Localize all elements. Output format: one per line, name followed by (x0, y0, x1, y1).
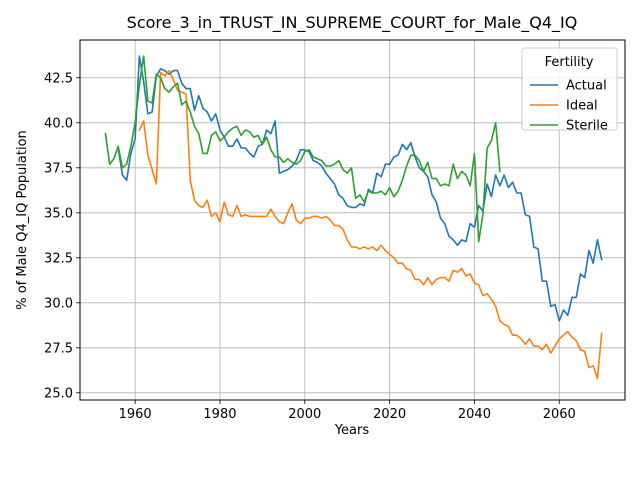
gridlines (80, 40, 625, 400)
y-tick-label: 35.0 (44, 206, 73, 221)
y-tick-label: 32.5 (44, 251, 73, 266)
legend-label-sterile: Sterile (566, 119, 608, 134)
y-tick-label: 42.5 (44, 71, 73, 86)
series-line-sterile (104, 55, 501, 243)
legend: Fertility Actual Ideal Sterile (521, 47, 618, 134)
series-layer (104, 55, 603, 380)
x-tick-label: 2020 (373, 407, 406, 422)
axis-ticks: 1960 1980 2000 2020 2040 2060 25.0 27.5 30.0 32.5… (44, 71, 576, 422)
x-tick-label: 1960 (119, 407, 152, 422)
chart-title: Score_3_in_TRUST_IN_SUPREME_COURT_for_Ma… (127, 13, 578, 33)
legend-title: Fertility (545, 55, 594, 70)
x-tick-label: 2060 (543, 407, 576, 422)
y-tick-label: 25.0 (44, 386, 73, 401)
legend-items: Actual Ideal Sterile (530, 79, 608, 134)
plot-frame (79, 39, 626, 401)
y-tick-label: 40.0 (44, 116, 73, 131)
legend-label-ideal: Ideal (566, 99, 598, 114)
x-tick-label: 2040 (458, 407, 491, 422)
x-tick-label: 1980 (203, 407, 236, 422)
series-line-actual (117, 55, 603, 322)
legend-box (521, 47, 618, 131)
y-tick-label: 37.5 (44, 161, 73, 176)
y-tick-label: 27.5 (44, 341, 73, 356)
y-axis-label: % of Male Q4_IQ Population (15, 130, 30, 310)
x-axis-label: Years (334, 423, 370, 438)
legend-label-actual: Actual (566, 79, 607, 94)
y-tick-label: 30.0 (44, 296, 73, 311)
x-tick-label: 2000 (288, 407, 321, 422)
series-line-ideal (138, 69, 603, 380)
